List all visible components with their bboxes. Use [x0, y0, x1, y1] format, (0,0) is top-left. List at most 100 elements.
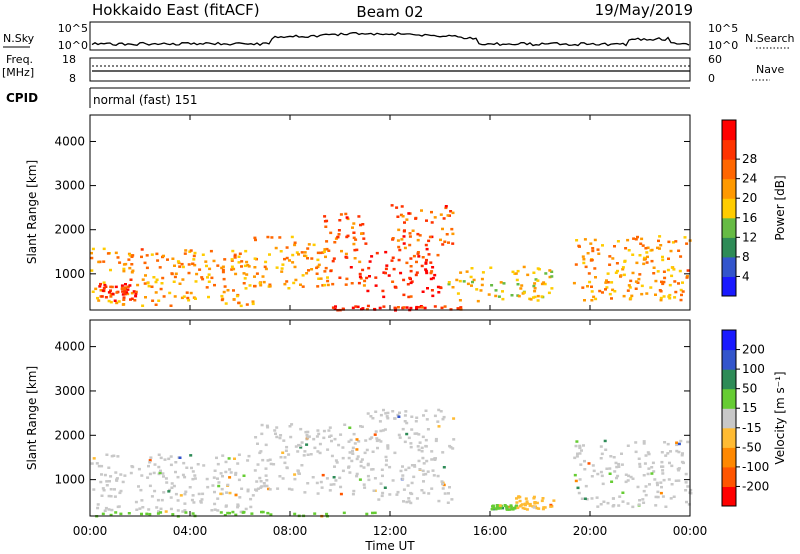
power-echo-cell — [329, 231, 333, 235]
power-echo-cell — [526, 273, 530, 277]
velocity-echo-cell — [181, 473, 185, 477]
velocity-echo-cell — [223, 514, 227, 517]
power-colorbar-swatch — [722, 198, 736, 219]
power-echo-cell — [582, 258, 586, 261]
power-echo-cell — [681, 290, 685, 293]
power-echo-cell — [359, 223, 362, 227]
power-echo-cell — [425, 219, 428, 222]
power-echo-cell — [408, 276, 412, 280]
power-echo-cell — [243, 277, 247, 280]
velocity-echo-cell — [216, 462, 220, 466]
velocity-colorbar-tick-label: -200 — [742, 479, 769, 493]
velocity-echo-cell — [398, 411, 401, 414]
velocity-echo-cell — [348, 451, 352, 454]
velocity-colorbar-swatch — [722, 486, 736, 507]
power-echo-cell — [150, 253, 154, 256]
velocity-echo-cell — [206, 485, 210, 489]
power-echo-cell — [656, 270, 660, 273]
power-echo-cell — [375, 251, 379, 255]
velocity-echo-cell — [341, 446, 345, 449]
power-echo-cell — [191, 262, 195, 265]
power-echo-cell — [390, 259, 394, 262]
velocity-echo-cell — [265, 479, 269, 482]
velocity-echo-cell — [259, 480, 263, 483]
velocity-echo-cell — [524, 503, 527, 507]
velocity-echo-cell — [148, 459, 152, 462]
power-echo-cell — [650, 259, 654, 263]
power-echo-cell — [120, 287, 124, 291]
power-echo-cell — [656, 246, 659, 250]
power-echo-cell — [537, 268, 541, 271]
power-echo-cell — [381, 289, 385, 293]
velocity-echo-cell — [250, 512, 254, 515]
power-echo-cell — [114, 285, 118, 289]
velocity-echo-cell — [256, 463, 260, 466]
velocity-echo-cell — [285, 466, 289, 469]
power-echo-cell — [117, 300, 121, 303]
velocity-echo-cell — [501, 506, 505, 510]
power-echo-cell — [659, 298, 663, 302]
power-echo-cell — [185, 291, 189, 294]
power-colorbar-tick-label: 28 — [742, 152, 757, 166]
velocity-echo-cell — [153, 463, 157, 466]
power-echo-cell — [312, 243, 316, 247]
velocity-echo-cell — [199, 501, 203, 504]
power-echo-cell — [596, 248, 600, 251]
velocity-echo-cell — [213, 469, 217, 472]
velocity-colorbar-swatch — [722, 349, 736, 370]
power-echo-cell — [91, 247, 95, 251]
velocity-echo-cell — [260, 485, 264, 488]
power-echo-cell — [232, 267, 236, 271]
power-echo-cell — [548, 275, 552, 279]
power-echo-cell — [592, 295, 596, 299]
power-echo-cell — [667, 240, 671, 244]
power-echo-cell — [94, 287, 98, 291]
power-echo-cell — [533, 287, 537, 290]
power-echo-cell — [212, 259, 216, 263]
power-echo-cell — [237, 301, 241, 305]
velocity-echo-cell — [219, 511, 223, 514]
velocity-echo-cell — [278, 436, 282, 440]
velocity-echo-cell — [431, 469, 435, 472]
velocity-echo-cell — [290, 488, 294, 491]
power-echo-cell — [619, 274, 623, 277]
power-echo-cell — [147, 284, 151, 288]
velocity-echo-cell — [642, 489, 646, 493]
power-echo-cell — [439, 238, 442, 242]
velocity-echo-cell — [574, 444, 578, 448]
power-echo-cell — [416, 232, 420, 236]
velocity-echo-cell — [637, 503, 641, 506]
power-echo-cell — [143, 261, 147, 265]
power-echo-cell — [550, 275, 554, 278]
velocity-echo-cell — [677, 442, 681, 446]
power-echo-cell — [424, 261, 428, 264]
power-echo-cell — [230, 265, 234, 268]
power-echo-cell — [384, 250, 388, 254]
power-echo-cell — [627, 249, 631, 252]
velocity-echo-cell — [613, 470, 617, 473]
power-echo-cell — [96, 296, 99, 300]
velocity-echo-cell — [246, 459, 250, 462]
velocity-echo-cell — [267, 487, 271, 491]
power-echo-cell — [173, 295, 177, 298]
velocity-echo-cell — [516, 506, 520, 510]
power-echo-cell — [354, 238, 358, 241]
velocity-echo-cell — [275, 426, 279, 429]
velocity-echo-cell — [183, 492, 187, 496]
power-echo-cell — [224, 302, 228, 305]
velocity-echo-cell — [216, 477, 219, 480]
velocity-echo-cell — [181, 510, 185, 513]
power-echo-cell — [662, 295, 666, 298]
power-echo-cell — [399, 271, 403, 275]
power-echo-cell — [601, 291, 604, 294]
velocity-echo-cell — [246, 488, 250, 491]
velocity-echo-cell — [332, 483, 336, 486]
velocity-echo-cell — [498, 504, 502, 507]
power-echo-cell — [416, 238, 420, 242]
velocity-echo-cell — [240, 487, 244, 490]
velocity-echo-cell — [621, 500, 625, 503]
power-echo-cell — [231, 249, 235, 253]
velocity-colorbar-tick-label: -15 — [742, 421, 762, 435]
velocity-echo-cell — [631, 477, 635, 480]
power-echo-cell — [301, 274, 305, 277]
